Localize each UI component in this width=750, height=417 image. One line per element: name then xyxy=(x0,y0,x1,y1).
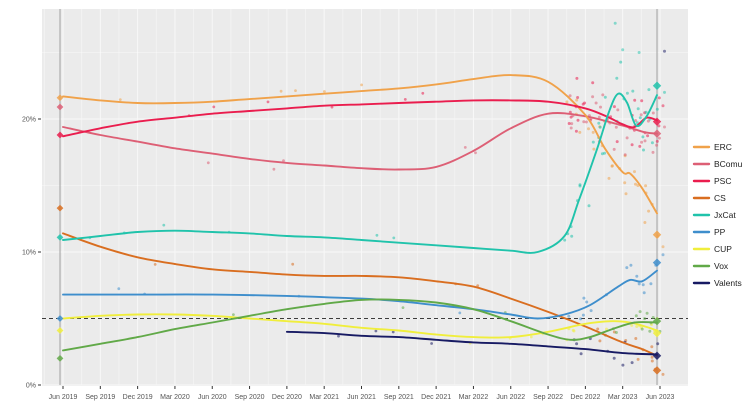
trend-line-Vox xyxy=(62,298,658,352)
x-tick-label: Sep 2021 xyxy=(384,394,414,401)
poll-points-CS xyxy=(153,262,657,371)
x-tick-label: Dec 2020 xyxy=(272,394,302,401)
legend-item-PSC: PSC xyxy=(692,176,731,186)
trend-line-Valents xyxy=(285,330,658,356)
legend-label: PP xyxy=(714,227,726,237)
legend-item-CS: CS xyxy=(692,193,726,203)
x-tick-label: Sep 2020 xyxy=(235,394,265,401)
x-tick-label: Sep 2019 xyxy=(85,394,115,401)
x-tick-label: Sep 2022 xyxy=(533,394,563,401)
legend-item-PP: PP xyxy=(692,227,726,237)
y-tick-label: 10% xyxy=(22,250,36,257)
x-tick-label: Jun 2021 xyxy=(347,394,376,401)
election-results-2023 xyxy=(652,81,662,375)
legend-label: JxCat xyxy=(714,210,736,220)
trend-line-CUP xyxy=(62,313,658,339)
legend-label: PSC xyxy=(714,176,731,186)
x-axis: Jun 2019 Sep 2019 Dec 2019 Mar 2020 Jun 2020… xyxy=(49,386,675,401)
poll-points-PSC xyxy=(187,76,661,148)
x-tick-label: Mar 2022 xyxy=(459,394,489,401)
trend-line-PSC xyxy=(62,99,658,138)
legend-label: CS xyxy=(714,193,726,203)
trend-line-JxCat xyxy=(62,92,658,254)
trend-line-CS xyxy=(62,232,658,357)
legend-item-Vox: Vox xyxy=(692,261,729,271)
x-tick-label: Dec 2021 xyxy=(421,394,451,401)
x-tick-label: Dec 2022 xyxy=(570,394,600,401)
x-tick-label: Jun 2022 xyxy=(496,394,525,401)
x-tick-label: Mar 2021 xyxy=(309,394,339,401)
y-tick-label: 0% xyxy=(26,383,36,390)
x-tick-label: Jun 2020 xyxy=(198,394,227,401)
y-tick-label: 20% xyxy=(22,117,36,124)
legend-label: CUP xyxy=(714,244,732,254)
legend-item-JxCat: JxCat xyxy=(692,210,736,220)
legend-label: ERC xyxy=(714,142,732,152)
x-tick-label: Jun 2023 xyxy=(646,394,675,401)
trend-line-ERC xyxy=(62,74,658,215)
gridlines xyxy=(42,9,688,386)
x-tick-label: Mar 2023 xyxy=(608,394,638,401)
legend-label: BComu xyxy=(714,159,743,169)
legend-item-CUP: CUP xyxy=(692,244,732,254)
x-tick-label: Jun 2019 xyxy=(49,394,78,401)
legend-item-ERC: ERC xyxy=(692,142,732,152)
election-results-2019 xyxy=(56,94,64,362)
legend-label: Vox xyxy=(714,261,729,271)
y-axis: 0% 10% 20% xyxy=(22,117,41,390)
legend-item-BComu: BComu xyxy=(692,159,743,169)
poll-points-PP xyxy=(117,263,658,321)
trend-line-BComu xyxy=(62,112,658,171)
x-tick-label: Mar 2020 xyxy=(160,394,190,401)
legend-label: Valents xyxy=(714,278,742,288)
legend-item-Valents: Valents xyxy=(692,278,742,288)
legend: ERC BComu PSC CS JxCat PP CUP Vox Valents xyxy=(692,142,743,288)
x-tick-label: Dec 2019 xyxy=(123,394,153,401)
